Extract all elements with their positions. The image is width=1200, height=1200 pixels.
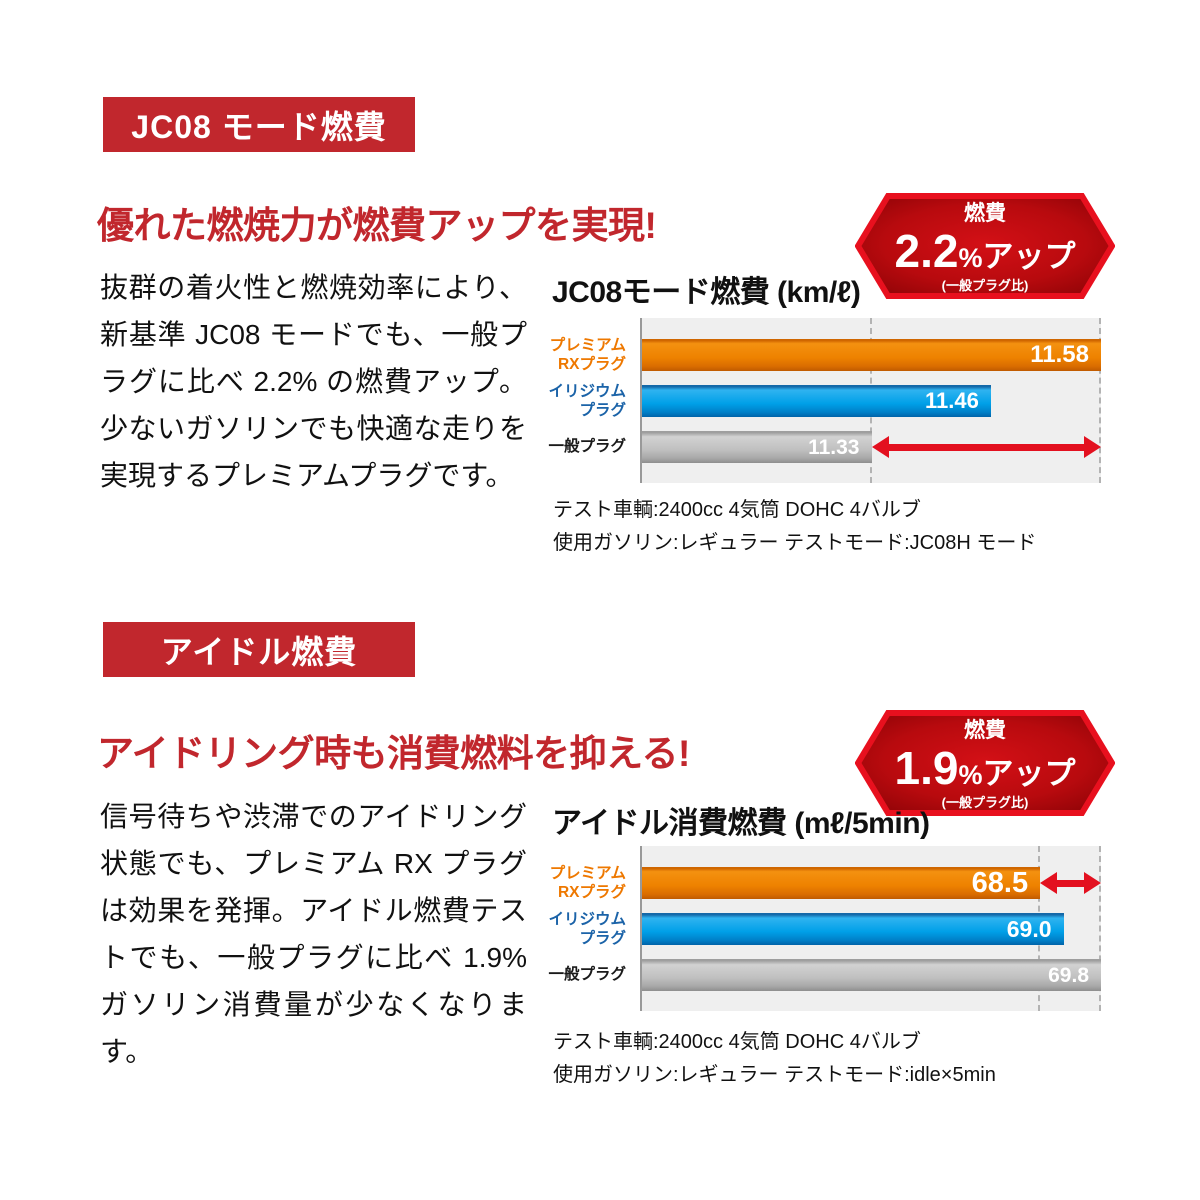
chart-title: JC08モード燃費 (km/ℓ) [552, 276, 861, 309]
plot-area: 11.58 11.46 11.33 [640, 318, 1101, 483]
bar-gray: 69.8 [642, 959, 1101, 991]
test-notes: テスト車輌:2400cc 4気筒 DOHC 4バルブ 使用ガソリン:レギュラー … [553, 494, 1036, 560]
category-label-line: RXプラグ [557, 884, 626, 901]
difference-arrow-shaft [883, 444, 1089, 451]
bar-value-label: 69.0 [1006, 915, 1052, 942]
difference-arrow-head-r [1084, 436, 1101, 458]
bar-value-label: 68.5 [971, 866, 1029, 899]
difference-arrow-head-r [1083, 872, 1101, 894]
section-tag-idle: アイドル燃費 [103, 622, 415, 677]
test-notes: テスト車輌:2400cc 4気筒 DOHC 4バルブ 使用ガソリン:レギュラー … [553, 1026, 996, 1092]
hexagon-badge-shape [855, 193, 1115, 299]
section-tag-label: アイドル燃費 [160, 633, 358, 670]
bar-gray: 11.33 [642, 431, 872, 463]
category-label-line: イリジウム [548, 910, 626, 928]
category-label: プレミアム RXプラグ [540, 864, 626, 901]
category-label-line: プラグ [579, 930, 626, 947]
hexagon-badge-shape [855, 710, 1115, 816]
note-line: テスト車輌:2400cc 4気筒 DOHC 4バルブ [553, 499, 921, 521]
percent-badge: 燃費 2.2%アップ (一般プラグ比) [855, 188, 1115, 304]
category-label-line: 一般プラグ [548, 966, 626, 984]
category-label-line: 一般プラグ [548, 438, 626, 456]
dashed-guideline [1099, 318, 1101, 483]
category-labels: プレミアム RXプラグイリジウムプラグ一般プラグ [540, 318, 632, 483]
category-label: 一般プラグ [540, 431, 626, 463]
badge-percent-sign: % [958, 242, 983, 273]
bar-value-label: 11.46 [924, 388, 979, 413]
note-line: 使用ガソリン:レギュラー テストモード:JC08H モード [553, 532, 1037, 554]
category-label-line: イリジウム [548, 382, 626, 400]
body-paragraph: 信号待ちや渋滞でのアイドリング状態でも、プレミアム RX プラグは効果を発揮。ア… [100, 801, 527, 1067]
bar-orange: 11.58 [642, 339, 1101, 371]
category-label-line: プレミアム [549, 864, 626, 882]
category-label-line: プレミアム [549, 336, 626, 354]
badge-main-line: 2.2%アップ [895, 228, 1076, 274]
badge-top-label: 燃費 [964, 718, 1006, 742]
badge-main-line: 1.9%アップ [895, 745, 1076, 791]
category-label-line: プラグ [579, 402, 626, 419]
percent-badge: 燃費 1.9%アップ (一般プラグ比) [855, 705, 1115, 821]
badge-note: (一般プラグ比) [941, 794, 1029, 810]
difference-arrow-shaft [1052, 880, 1089, 887]
plot-area: 68.5 69.0 69.8 [640, 846, 1101, 1011]
category-labels: プレミアム RXプラグイリジウムプラグ一般プラグ [540, 846, 632, 1011]
badge-percent-sign: % [958, 759, 983, 790]
category-label: 一般プラグ [540, 959, 626, 991]
bar-value-label: 11.33 [808, 435, 860, 459]
section-headline: アイドリング時も消費燃料を抑える! [97, 733, 690, 774]
note-line: テスト車輌:2400cc 4気筒 DOHC 4バルブ [553, 1031, 921, 1053]
section-tag-label: JC08 モード燃費 [131, 108, 387, 145]
bar-blue: 11.46 [642, 385, 991, 417]
bar-blue: 69.0 [642, 913, 1064, 945]
percent-badge-text: 燃費 2.2%アップ (一般プラグ比) [855, 188, 1115, 304]
category-label: イリジウムプラグ [540, 382, 626, 419]
category-label: プレミアム RXプラグ [540, 336, 626, 373]
difference-arrow-head-l [871, 436, 889, 458]
body-paragraph: 抜群の着火性と燃焼効率により、新基準 JC08 モードでも、一般プラグに比べ 2… [100, 272, 527, 491]
badge-note: (一般プラグ比) [941, 277, 1029, 293]
note-line: 使用ガソリン:レギュラー テストモード:idle×5min [553, 1064, 996, 1086]
category-label-line: RXプラグ [557, 356, 626, 373]
dashed-guideline [1099, 846, 1101, 1011]
section-headline: 優れた燃焼力が燃費アップを実現! [97, 205, 657, 246]
category-label: イリジウムプラグ [540, 910, 626, 947]
badge-number: 2.2 [894, 224, 959, 277]
difference-arrow-head-l [1040, 872, 1058, 894]
section-tag-jc08: JC08 モード燃費 [103, 97, 415, 152]
badge-suffix: アップ [982, 755, 1076, 791]
badge-suffix: アップ [982, 238, 1076, 274]
bar-orange: 68.5 [642, 866, 1041, 899]
chart-title: アイドル消費燃費 (mℓ/5min) [552, 807, 930, 840]
bar-chart-idle: プレミアム RXプラグイリジウムプラグ一般プラグ 68.5 69.0 69.8 [540, 846, 1101, 1011]
percent-badge-text: 燃費 1.9%アップ (一般プラグ比) [855, 705, 1115, 821]
bar-value-label: 69.8 [1048, 963, 1089, 987]
bar-chart-jc08: プレミアム RXプラグイリジウムプラグ一般プラグ 11.58 11.46 11.33 [540, 318, 1101, 483]
badge-number: 1.9 [894, 741, 959, 794]
badge-top-label: 燃費 [964, 201, 1006, 225]
bar-value-label: 11.58 [1030, 341, 1089, 368]
